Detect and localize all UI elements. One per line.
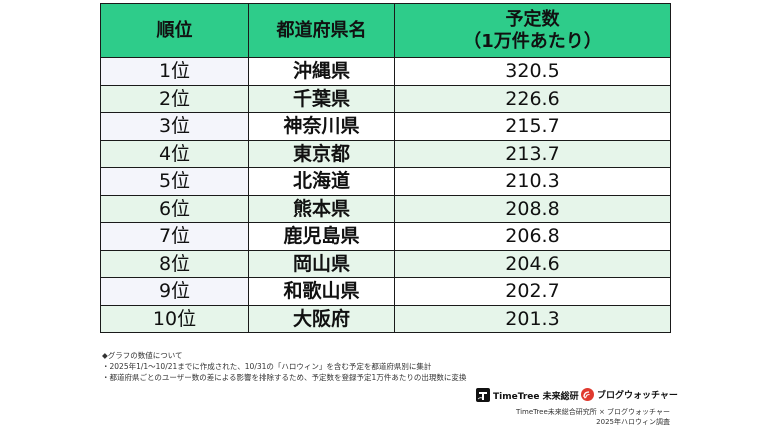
prefecture-cell: 北海道: [248, 167, 395, 196]
table-row: 5位 北海道 210.3: [100, 167, 671, 196]
rank-cell: 9位: [100, 277, 249, 306]
table-row: 7位 鹿児島県 206.8: [100, 222, 671, 251]
rank-cell: 10位: [100, 304, 249, 333]
table-header-row: 順位 都道府県名 予定数 （1万件あたり）: [100, 3, 671, 58]
rank-cell: 8位: [100, 249, 249, 278]
count-cell: 204.6: [394, 249, 671, 278]
prefecture-cell: 岡山県: [248, 249, 395, 278]
table-row: 1位 沖縄県 320.5: [100, 57, 671, 86]
timetree-logo-text: TimeTree 未来総研: [493, 391, 579, 402]
footnotes: ◆グラフの数値について ・2025年1/1〜10/21までに作成された、10/3…: [102, 350, 522, 383]
count-cell: 206.8: [394, 222, 671, 251]
table-row: 9位 和歌山県 202.7: [100, 277, 671, 306]
logo-area: TimeTree 未来総研 ブログウォッチャー: [476, 386, 678, 406]
table-row: 10位 大阪府 201.3: [100, 304, 671, 333]
header-prefecture: 都道府県名: [248, 3, 395, 58]
count-cell: 226.6: [394, 84, 671, 113]
rank-cell: 7位: [100, 222, 249, 251]
prefecture-cell: 鹿児島県: [248, 222, 395, 251]
prefecture-cell: 熊本県: [248, 194, 395, 223]
prefecture-cell: 沖縄県: [248, 57, 395, 86]
footnote-line: ・2025年1/1〜10/21までに作成された、10/31の「ハロウィン」を含む…: [102, 362, 432, 371]
prefecture-cell: 千葉県: [248, 84, 395, 113]
count-cell: 201.3: [394, 304, 671, 333]
count-cell: 210.3: [394, 167, 671, 196]
count-cell: 320.5: [394, 57, 671, 86]
credit-line: TimeTree未来総合研究所 × ブログウォッチャー: [516, 408, 670, 416]
table-body: 1位 沖縄県 320.5 2位 千葉県 226.6 3位 神奈川県 215.7 …: [100, 57, 671, 333]
table-row: 3位 神奈川県 215.7: [100, 112, 671, 141]
rank-cell: 6位: [100, 194, 249, 223]
table-row: 8位 岡山県 204.6: [100, 249, 671, 278]
timetree-logo: TimeTree 未来総研: [476, 388, 579, 402]
prefecture-cell: 大阪府: [248, 304, 395, 333]
header-count-title: 予定数: [505, 8, 560, 30]
rank-cell: 2位: [100, 84, 249, 113]
prefecture-cell: 神奈川県: [248, 112, 395, 141]
table-row: 4位 東京都 213.7: [100, 139, 671, 168]
prefecture-cell: 和歌山県: [248, 277, 395, 306]
count-cell: 208.8: [394, 194, 671, 223]
table-row: 6位 熊本県 208.8: [100, 194, 671, 223]
header-count: 予定数 （1万件あたり）: [394, 3, 671, 58]
rank-cell: 1位: [100, 57, 249, 86]
footnote-heading: ◆グラフの数値について: [102, 351, 183, 360]
rank-cell: 3位: [100, 112, 249, 141]
ranking-table: 順位 都道府県名 予定数 （1万件あたり） 1位 沖縄県 320.5 2位 千葉…: [100, 3, 671, 333]
credit-line: 2025年ハロウィン調査: [596, 418, 670, 426]
count-cell: 213.7: [394, 139, 671, 168]
blogwatcher-logo-text: ブログウォッチャー: [597, 391, 678, 401]
table-row: 2位 千葉県 226.6: [100, 84, 671, 113]
count-cell: 202.7: [394, 277, 671, 306]
prefecture-cell: 東京都: [248, 139, 395, 168]
header-rank: 順位: [100, 3, 249, 58]
timetree-tree-icon: [476, 388, 490, 402]
rank-cell: 5位: [100, 167, 249, 196]
footnote-line: ・都道府県ごとのユーザー数の差による影響を排除するため、予定数を登録予定1万件あ…: [102, 373, 467, 382]
rank-cell: 4位: [100, 139, 249, 168]
count-cell: 215.7: [394, 112, 671, 141]
blogwatcher-wave-icon: [581, 388, 594, 401]
blogwatcher-logo: ブログウォッチャー: [581, 388, 678, 401]
header-count-unit: （1万件あたり）: [463, 30, 602, 52]
credit: TimeTree未来総合研究所 × ブログウォッチャー 2025年ハロウィン調査: [516, 407, 670, 427]
